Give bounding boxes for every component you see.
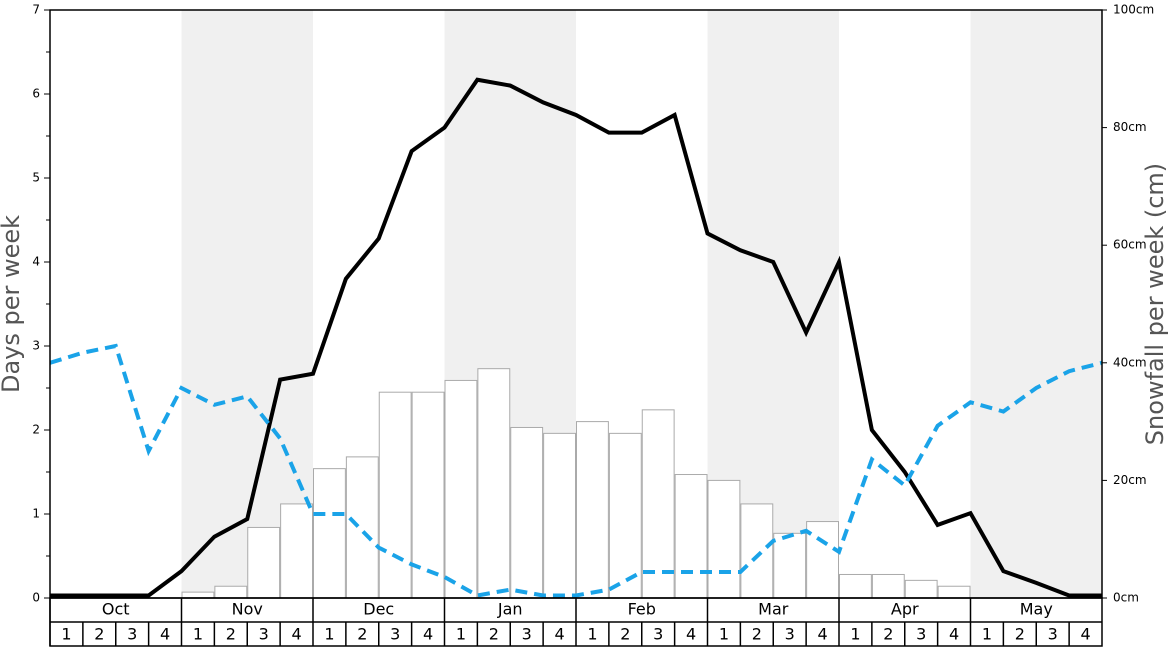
y2-tick-label: 100cm [1113, 3, 1154, 17]
bar [313, 468, 346, 599]
bar [839, 573, 872, 599]
bar [378, 391, 412, 599]
x-tick-label: 4 [817, 625, 827, 644]
x-tick-label: 2 [94, 625, 104, 644]
bar [444, 379, 478, 599]
month-label: Feb [628, 600, 656, 619]
bar [543, 432, 576, 599]
x-tick-label: 4 [423, 625, 433, 644]
month-label: Nov [232, 600, 263, 619]
y2-tick-label: 40cm [1113, 355, 1147, 369]
bar [181, 591, 215, 599]
x-tick-label: 4 [1080, 625, 1090, 644]
x-tick-label: 4 [686, 625, 696, 644]
x-tick-label: 2 [883, 625, 893, 644]
x-tick-label: 1 [719, 625, 729, 644]
bar [707, 479, 741, 599]
month-band [181, 10, 313, 598]
x-tick-label: 2 [489, 625, 499, 644]
x-tick-label: 3 [522, 625, 532, 644]
y2-tick-label: 0cm [1113, 591, 1139, 605]
x-tick-label: 4 [160, 625, 170, 644]
bar [510, 426, 544, 599]
x-tick-label: 3 [390, 625, 400, 644]
y2-tick-label: 20cm [1113, 473, 1147, 487]
x-tick-label: 3 [653, 625, 663, 644]
bar [641, 409, 675, 599]
bar [871, 573, 905, 599]
bar [247, 526, 281, 599]
month-label: Oct [102, 600, 130, 619]
month-label: Dec [363, 600, 394, 619]
line [50, 77, 1102, 598]
x-tick-label: 3 [916, 625, 926, 644]
y-tick-label: 6 [32, 87, 40, 101]
x-tick-label: 1 [193, 625, 203, 644]
y-tick-label: 3 [32, 339, 40, 353]
x-tick-label: 3 [259, 625, 269, 644]
x-tick-label: 1 [850, 625, 860, 644]
x-tick-label: 1 [324, 625, 334, 644]
x-tick-label: 2 [226, 625, 236, 644]
x-tick-label: 2 [620, 625, 630, 644]
bar [773, 532, 807, 599]
bar [608, 432, 642, 599]
x-tick-label: 1 [982, 625, 992, 644]
y-tick-label: 4 [32, 255, 40, 269]
month-label: May [1020, 600, 1053, 619]
bar [411, 391, 445, 599]
y-tick-label: 5 [32, 171, 40, 185]
bar [937, 585, 971, 599]
bar [576, 421, 609, 599]
x-tick-label: 4 [554, 625, 564, 644]
bar [280, 503, 313, 599]
x-tick-label: 3 [1048, 625, 1058, 644]
month-label: Apr [891, 600, 919, 619]
y-axis-label: Days per week [0, 215, 25, 393]
line [49, 343, 1103, 598]
x-tick-label: 2 [1015, 625, 1025, 644]
bar [477, 368, 511, 599]
x-tick-label: 3 [127, 625, 137, 644]
month-label: Mar [758, 600, 789, 619]
x-tick-label: 1 [587, 625, 597, 644]
bar [345, 456, 379, 599]
y2-tick-label: 60cm [1113, 238, 1147, 252]
y-tick-label: 7 [32, 3, 40, 17]
x-tick-label: 2 [752, 625, 762, 644]
bar [674, 474, 708, 599]
y-tick-label: 2 [32, 423, 40, 437]
bar [904, 579, 938, 599]
month-band [970, 10, 1102, 598]
x-tick-label: 1 [456, 625, 466, 644]
y-tick-label: 1 [32, 507, 40, 521]
y2-axis-label: Snowfall per week (cm) [1141, 163, 1168, 445]
x-tick-label: 1 [61, 625, 71, 644]
month-label: Jan [497, 600, 523, 619]
x-tick-label: 4 [949, 625, 959, 644]
x-tick-label: 4 [291, 625, 301, 644]
y2-tick-label: 80cm [1113, 120, 1147, 134]
x-tick-label: 3 [785, 625, 795, 644]
bar [740, 503, 774, 599]
x-tick-label: 2 [357, 625, 367, 644]
bar [214, 585, 248, 599]
y-tick-label: 0 [32, 591, 40, 605]
